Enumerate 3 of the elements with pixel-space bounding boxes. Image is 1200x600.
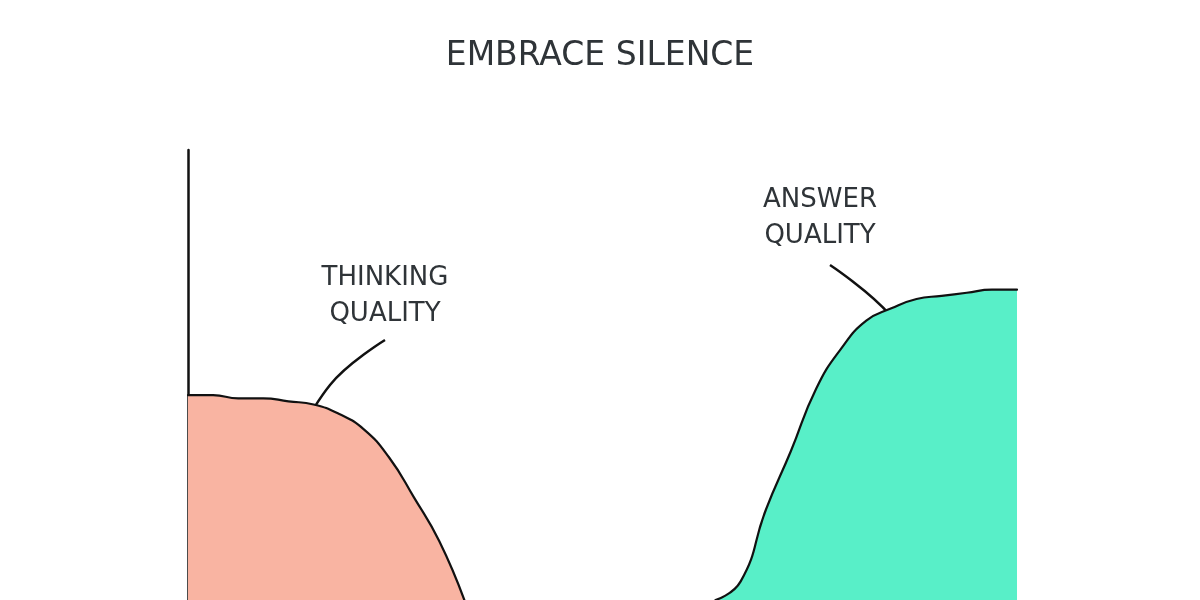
chart-title: EMBRACE SILENCE	[445, 34, 755, 73]
annotation: THINKING QUALITY	[320, 261, 449, 327]
text: ANSWER QUALITY	[763, 183, 877, 249]
